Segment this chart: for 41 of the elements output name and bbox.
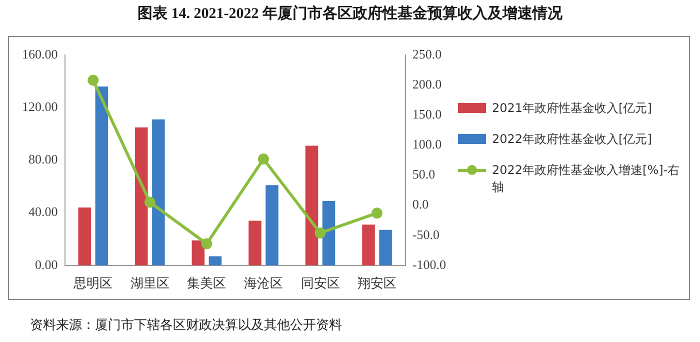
point (88, 74, 99, 86)
point (144, 196, 156, 208)
bar (266, 185, 278, 266)
y-tick-label: 120.00 (22, 99, 58, 114)
bar (322, 200, 336, 266)
bar (305, 146, 318, 266)
y2-tick-label: 100.0 (412, 136, 442, 152)
x-tick-label: 海沧区 (244, 276, 283, 292)
bar (208, 256, 222, 266)
chart-title: 图表 14. 2021-2022 年厦门市各区政府性基金预算收入及增速情况 (136, 4, 564, 23)
y2-tick-label: 150.0 (412, 106, 442, 122)
legend-label: 2021年政府性基金收入[亿元] (492, 100, 652, 117)
y-tick-label: 160.00 (22, 46, 58, 62)
y2-tick-label: 200.0 (412, 76, 442, 92)
legend-label: 2022年政府性基金收入[亿元] (492, 131, 652, 148)
x-tick-label: 同安区 (300, 276, 340, 292)
x-tick-label: 思明区 (72, 276, 113, 292)
bar (152, 119, 165, 266)
x-tick-label: 集美区 (187, 276, 226, 292)
y2-tick-label: -50.0 (412, 226, 440, 242)
x-tick-label: 翔安区 (358, 276, 397, 292)
text: 资料来源：厦门市下辖各区财政决算以及其他公开资料 (30, 316, 342, 334)
bar (379, 230, 392, 266)
bar (95, 86, 108, 266)
legend-label: 2022年政府性基金收入增速[%]-右轴 (492, 162, 681, 196)
y-tick-label: 0.00 (35, 256, 58, 272)
point (258, 154, 269, 164)
y2-tick-label: 250.0 (412, 46, 442, 62)
y2-tick-label: 50.0 (412, 166, 436, 182)
y2-tick-label: -100.0 (412, 256, 446, 272)
point (314, 227, 326, 238)
point (372, 208, 383, 219)
y-tick-label: 80.00 (28, 152, 58, 167)
x-tick-label: 湖里区 (130, 276, 170, 292)
y-tick-label: 40.00 (28, 204, 58, 220)
bar (135, 127, 148, 266)
bar (248, 220, 262, 266)
point (201, 238, 212, 250)
y2-tick-label: 0.0 (412, 196, 429, 212)
bar (362, 224, 375, 266)
bar (78, 208, 92, 266)
